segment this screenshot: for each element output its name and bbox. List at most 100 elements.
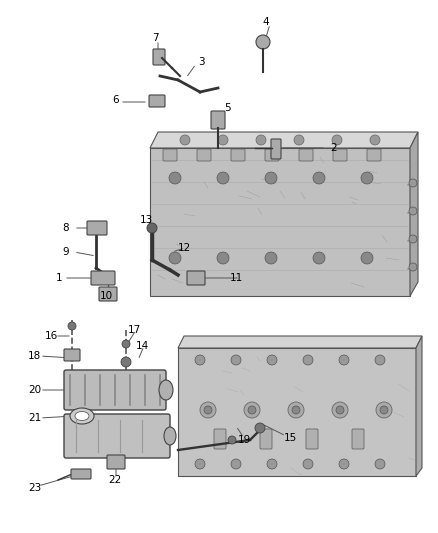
FancyBboxPatch shape — [163, 149, 177, 161]
Circle shape — [231, 355, 241, 365]
FancyBboxPatch shape — [64, 349, 80, 361]
Polygon shape — [410, 132, 418, 296]
Text: 22: 22 — [108, 475, 121, 485]
FancyBboxPatch shape — [231, 149, 245, 161]
Circle shape — [96, 272, 108, 284]
Text: 9: 9 — [62, 247, 69, 257]
FancyBboxPatch shape — [299, 149, 313, 161]
Circle shape — [375, 355, 385, 365]
Circle shape — [409, 207, 417, 215]
Circle shape — [380, 406, 388, 414]
Polygon shape — [416, 336, 422, 476]
FancyBboxPatch shape — [265, 149, 279, 161]
FancyBboxPatch shape — [99, 287, 117, 301]
Circle shape — [122, 340, 130, 348]
FancyBboxPatch shape — [271, 139, 281, 159]
FancyBboxPatch shape — [187, 271, 205, 285]
Text: 23: 23 — [28, 483, 41, 493]
Circle shape — [313, 172, 325, 184]
Circle shape — [195, 355, 205, 365]
FancyBboxPatch shape — [197, 149, 211, 161]
Text: 8: 8 — [62, 223, 69, 233]
FancyBboxPatch shape — [352, 429, 364, 449]
FancyBboxPatch shape — [211, 111, 225, 129]
Ellipse shape — [164, 427, 176, 445]
Text: 18: 18 — [28, 351, 41, 361]
Circle shape — [303, 459, 313, 469]
Text: 19: 19 — [238, 435, 251, 445]
Text: 7: 7 — [152, 33, 159, 43]
Circle shape — [68, 322, 76, 330]
Polygon shape — [178, 348, 416, 476]
Circle shape — [265, 172, 277, 184]
Circle shape — [200, 402, 216, 418]
Text: 17: 17 — [128, 325, 141, 335]
Circle shape — [361, 172, 373, 184]
FancyBboxPatch shape — [107, 455, 125, 469]
Circle shape — [313, 252, 325, 264]
Circle shape — [267, 355, 277, 365]
Text: 3: 3 — [198, 57, 205, 67]
Ellipse shape — [70, 408, 94, 424]
Text: 11: 11 — [230, 273, 243, 283]
Circle shape — [267, 459, 277, 469]
Circle shape — [255, 423, 265, 433]
Text: 1: 1 — [55, 273, 62, 283]
Circle shape — [256, 35, 270, 49]
Circle shape — [248, 406, 256, 414]
Circle shape — [180, 135, 190, 145]
Text: 15: 15 — [284, 433, 297, 443]
Circle shape — [294, 135, 304, 145]
FancyBboxPatch shape — [64, 414, 170, 458]
Circle shape — [244, 402, 260, 418]
Circle shape — [409, 263, 417, 271]
Circle shape — [256, 135, 266, 145]
Circle shape — [339, 355, 349, 365]
Text: 14: 14 — [136, 341, 149, 351]
Text: 13: 13 — [140, 215, 153, 225]
Polygon shape — [150, 132, 418, 148]
Circle shape — [292, 406, 300, 414]
Circle shape — [376, 402, 392, 418]
FancyBboxPatch shape — [214, 429, 226, 449]
Circle shape — [169, 172, 181, 184]
Text: 12: 12 — [178, 243, 191, 253]
Circle shape — [147, 223, 157, 233]
Ellipse shape — [75, 411, 89, 421]
Circle shape — [169, 252, 181, 264]
FancyBboxPatch shape — [260, 429, 272, 449]
Polygon shape — [178, 336, 422, 348]
Circle shape — [231, 459, 241, 469]
Polygon shape — [150, 148, 410, 296]
Circle shape — [332, 135, 342, 145]
Circle shape — [265, 252, 277, 264]
Circle shape — [218, 135, 228, 145]
Text: 16: 16 — [45, 331, 58, 341]
Circle shape — [121, 357, 131, 367]
Circle shape — [228, 436, 236, 444]
Circle shape — [336, 406, 344, 414]
Circle shape — [217, 252, 229, 264]
Circle shape — [332, 402, 348, 418]
Text: 20: 20 — [28, 385, 41, 395]
Ellipse shape — [159, 380, 173, 400]
Circle shape — [195, 459, 205, 469]
Text: 6: 6 — [112, 95, 119, 105]
FancyBboxPatch shape — [333, 149, 347, 161]
FancyBboxPatch shape — [64, 370, 166, 410]
Text: 2: 2 — [330, 143, 337, 153]
Text: 10: 10 — [100, 291, 113, 301]
Circle shape — [204, 406, 212, 414]
Text: 4: 4 — [262, 17, 268, 27]
FancyBboxPatch shape — [87, 221, 107, 235]
Circle shape — [303, 355, 313, 365]
Circle shape — [217, 172, 229, 184]
Circle shape — [409, 179, 417, 187]
FancyBboxPatch shape — [306, 429, 318, 449]
FancyBboxPatch shape — [149, 95, 165, 107]
Circle shape — [409, 235, 417, 243]
Circle shape — [375, 459, 385, 469]
FancyBboxPatch shape — [367, 149, 381, 161]
Text: 5: 5 — [224, 103, 231, 113]
Text: 21: 21 — [28, 413, 41, 423]
